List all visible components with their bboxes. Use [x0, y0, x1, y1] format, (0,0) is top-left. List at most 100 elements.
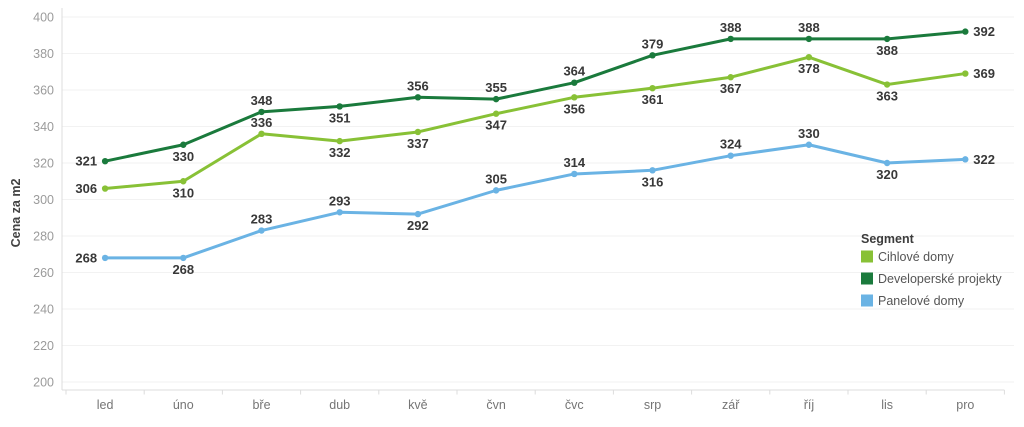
data-point[interactable]: [492, 187, 500, 194]
x-tick-label: říj: [804, 398, 814, 412]
data-label: 324: [720, 137, 742, 152]
data-label: 378: [798, 61, 820, 76]
legend-swatch-0[interactable]: [861, 250, 873, 263]
data-label: 337: [407, 136, 429, 151]
data-label: 330: [798, 126, 820, 141]
data-label: 320: [876, 167, 898, 182]
data-point[interactable]: [805, 141, 813, 148]
y-tick-label: 240: [33, 303, 54, 317]
data-label: 363: [876, 89, 898, 104]
data-point[interactable]: [492, 95, 500, 103]
data-point[interactable]: [258, 227, 265, 234]
data-label: 361: [642, 92, 664, 107]
data-label: 268: [172, 262, 194, 277]
y-tick-label: 400: [33, 11, 54, 25]
data-label: 336: [251, 115, 273, 130]
data-point[interactable]: [962, 156, 969, 163]
data-point[interactable]: [649, 167, 656, 174]
data-point[interactable]: [180, 178, 187, 185]
x-tick-label: čvc: [565, 398, 584, 412]
data-point[interactable]: [962, 70, 969, 77]
data-point[interactable]: [492, 110, 500, 117]
data-point[interactable]: [180, 141, 187, 148]
y-axis-title: Cena za m2: [9, 179, 23, 248]
data-label: 388: [876, 43, 898, 58]
data-point[interactable]: [258, 108, 265, 116]
data-point[interactable]: [258, 130, 265, 137]
data-label: 347: [485, 118, 507, 133]
data-label: 306: [75, 181, 97, 196]
data-point[interactable]: [805, 53, 813, 61]
data-point[interactable]: [962, 28, 969, 35]
data-label: 348: [251, 93, 273, 108]
data-label: 305: [485, 171, 507, 186]
data-point[interactable]: [805, 35, 813, 43]
x-tick-label: pro: [956, 398, 974, 412]
data-point[interactable]: [336, 103, 343, 110]
y-tick-label: 260: [33, 266, 54, 280]
data-label: 379: [642, 36, 664, 51]
data-label: 321: [75, 154, 97, 169]
data-point[interactable]: [336, 209, 343, 216]
data-label: 364: [563, 64, 585, 79]
data-point[interactable]: [414, 210, 422, 218]
data-point[interactable]: [571, 170, 578, 178]
series-line-0[interactable]: [103, 55, 967, 191]
data-label: 330: [172, 149, 194, 164]
data-point[interactable]: [649, 84, 656, 92]
data-point[interactable]: [883, 35, 891, 43]
x-tick-label: bře: [252, 398, 270, 412]
data-label: 369: [973, 66, 995, 81]
data-point[interactable]: [649, 52, 656, 59]
data-point[interactable]: [571, 94, 578, 101]
data-point[interactable]: [727, 74, 734, 81]
data-label: 332: [329, 145, 351, 160]
x-tick-label: led: [97, 398, 114, 412]
data-label: 388: [720, 20, 742, 35]
data-point[interactable]: [414, 128, 422, 136]
data-label: 355: [485, 80, 507, 95]
data-point[interactable]: [101, 157, 109, 165]
y-tick-label: 300: [33, 193, 54, 207]
legend-item-label[interactable]: Cihlové domy: [878, 250, 954, 264]
data-label: 392: [973, 24, 995, 39]
data-label: 367: [720, 81, 742, 96]
x-tick-label: kvě: [408, 398, 428, 412]
series-line-1[interactable]: [103, 30, 967, 163]
data-point[interactable]: [101, 185, 109, 192]
data-point[interactable]: [883, 81, 891, 88]
data-label: 314: [563, 155, 585, 170]
data-point[interactable]: [180, 254, 187, 262]
y-tick-label: 340: [33, 120, 54, 134]
data-label: 293: [329, 193, 351, 208]
series-line-2[interactable]: [103, 143, 967, 260]
data-point[interactable]: [101, 254, 109, 262]
x-tick-label: zář: [722, 398, 740, 412]
legend-item-label[interactable]: Panelové domy: [878, 294, 965, 308]
legend-swatch-1[interactable]: [861, 272, 873, 285]
data-label: 322: [973, 152, 995, 167]
data-point[interactable]: [571, 79, 578, 86]
legend: Segment Cihlové domy Developerské projekty…: [861, 232, 1002, 308]
data-label: 283: [251, 212, 273, 227]
data-label: 356: [563, 101, 585, 116]
legend-title: Segment: [861, 232, 915, 246]
legend-item-label[interactable]: Developerské projekty: [878, 272, 1002, 286]
data-label: 356: [407, 78, 429, 93]
y-tick-label: 200: [33, 376, 54, 390]
data-point[interactable]: [336, 137, 343, 145]
data-label: 268: [75, 250, 97, 265]
x-tick-label: čvn: [486, 398, 506, 412]
data-label: 310: [172, 185, 194, 200]
data-point[interactable]: [414, 94, 422, 101]
data-label: 316: [642, 174, 664, 189]
y-tick-label: 320: [33, 157, 54, 171]
legend-swatch-2[interactable]: [861, 294, 873, 307]
y-tick-label: 220: [33, 339, 54, 353]
data-point[interactable]: [727, 152, 734, 159]
data-point[interactable]: [883, 159, 891, 167]
data-point[interactable]: [727, 35, 734, 43]
data-label: 388: [798, 20, 820, 35]
